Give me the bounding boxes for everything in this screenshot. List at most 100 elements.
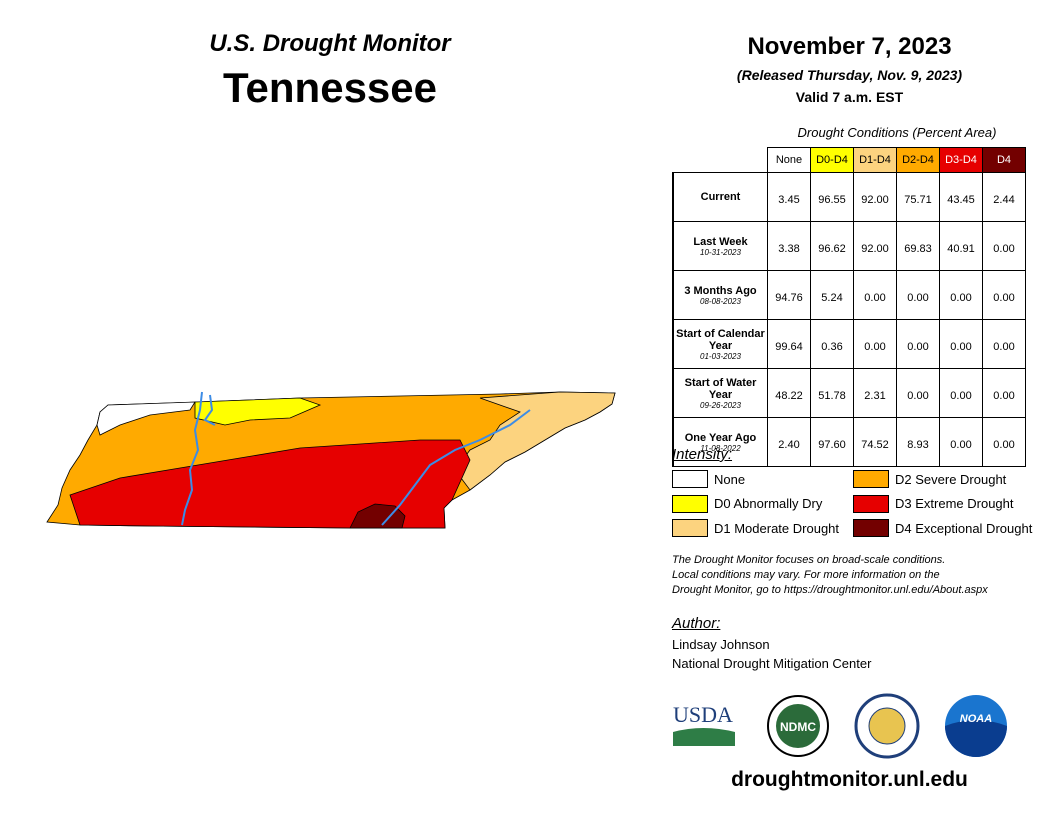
legend-label: D1 Moderate Drought xyxy=(714,520,840,536)
table-cell: 0.00 xyxy=(982,417,1026,467)
column-header: D2-D4 xyxy=(896,147,940,173)
table-cell: 0.00 xyxy=(896,270,940,320)
none-area xyxy=(96,401,196,436)
legend-item: D4 Exceptional Drought xyxy=(853,519,1032,537)
table-cell: 0.00 xyxy=(939,319,983,369)
note-line: The Drought Monitor focuses on broad-sca… xyxy=(672,554,946,566)
released: (Released Thursday, Nov. 9, 2023) xyxy=(736,67,963,83)
row-date: 08-08-2023 xyxy=(700,296,741,306)
author-org: National Drought Mitigation Center xyxy=(672,656,872,671)
usda-logo: USDA xyxy=(673,702,733,727)
valid-time: Valid 7 a.m. EST xyxy=(795,89,904,105)
table-cell: 40.91 xyxy=(939,221,983,271)
table-cell: 75.71 xyxy=(896,172,940,222)
author-title: Author: xyxy=(672,615,721,632)
table-cell: 94.76 xyxy=(767,270,811,320)
column-header: None xyxy=(767,147,811,173)
table-cell: 69.83 xyxy=(896,221,940,271)
ndmc-logo: NDMC xyxy=(780,720,816,734)
note-line: Drought Monitor, go to https://droughtmo… xyxy=(672,584,988,596)
table-cell: 99.64 xyxy=(767,319,811,369)
table-cell: 0.00 xyxy=(982,270,1026,320)
legend-swatch xyxy=(672,519,708,537)
table-cell: 0.00 xyxy=(853,319,897,369)
legend-item: D3 Extreme Drought xyxy=(853,494,1014,513)
column-header: D0-D4 xyxy=(810,147,854,173)
blank-cell xyxy=(673,147,768,173)
legend-swatch xyxy=(853,470,889,488)
row-label-text: Start of Calendar Year xyxy=(676,327,765,352)
legend-label: D3 Extreme Drought xyxy=(895,496,1014,511)
row-label: Start of Water Year 09-26-2023 xyxy=(672,368,768,418)
row-date: 09-26-2023 xyxy=(700,400,741,410)
row-label: Start of Calendar Year 01-03-2023 xyxy=(672,319,768,369)
row-label-text: Last Week xyxy=(693,235,748,248)
table-row: Current 3.45 96.55 92.00 75.71 43.45 2.44 xyxy=(672,172,1026,222)
legend-swatch xyxy=(672,494,708,513)
river xyxy=(381,409,531,526)
table-caption: Drought Conditions (Percent Area) xyxy=(797,125,997,140)
table-cell: 8.93 xyxy=(896,417,940,467)
row-label-text: Current xyxy=(700,191,741,203)
doc-seal-core xyxy=(868,707,906,745)
table-row: Last Week 10-31-2023 3.38 96.62 92.00 69.83 40… xyxy=(672,221,1026,271)
legend-label: D4 Exceptional Drought xyxy=(895,520,1033,536)
table-cell: 97.60 xyxy=(810,417,854,467)
stats-table: None D0-D4 D1-D4 D2-D4 D3-D4 D4 Current 3.45 96.… xyxy=(672,147,1026,467)
legend-item: D2 Severe Drought xyxy=(853,470,1006,488)
legend-label: D0 Abnormally Dry xyxy=(714,496,823,511)
table-row: 3 Months Ago 08-08-2023 94.76 5.24 0.00 0.00 0… xyxy=(672,270,1026,320)
usda-mark xyxy=(673,728,735,746)
table-cell: 3.38 xyxy=(767,221,811,271)
table-cell: 92.00 xyxy=(853,221,897,271)
note-line: Local conditions may vary. For more info… xyxy=(672,569,940,581)
legend-item: D0 Abnormally Dry xyxy=(672,494,823,513)
d1-area xyxy=(454,391,616,491)
logos: USDA NDMC NOAA xyxy=(673,693,1007,759)
table-cell: 43.45 xyxy=(939,172,983,222)
table-cell: 0.00 xyxy=(982,221,1026,271)
site-url: droughtmonitor.unl.edu xyxy=(731,768,968,791)
table-cell: 0.00 xyxy=(982,319,1026,369)
table-cell: 5.24 xyxy=(810,270,854,320)
table-row: Start of Water Year 09-26-2023 48.22 51.78 2… xyxy=(672,368,1026,418)
state-name: Tennessee xyxy=(223,64,437,111)
row-label-text: One Year Ago xyxy=(684,431,757,444)
noaa-logo: NOAA xyxy=(960,713,992,725)
table-cell: 0.00 xyxy=(896,368,940,418)
d0-area xyxy=(194,397,322,426)
column-header: D3-D4 xyxy=(939,147,983,173)
table-cell: 3.45 xyxy=(767,172,811,222)
row-date: 10-31-2023 xyxy=(700,247,741,257)
legend-swatch xyxy=(853,494,889,513)
table-cell: 0.00 xyxy=(939,417,983,467)
table-cell: 96.55 xyxy=(810,172,854,222)
table-cell: 51.78 xyxy=(810,368,854,418)
table-cell: 0.00 xyxy=(982,368,1026,418)
title: U.S. Drought Monitor xyxy=(209,30,451,57)
noaa-wave xyxy=(945,720,1007,757)
legend-swatch xyxy=(853,519,889,537)
river xyxy=(203,394,216,426)
table-cell: 48.22 xyxy=(767,368,811,418)
date: November 7, 2023 xyxy=(747,33,952,60)
row-label: One Year Ago 11-08-2022 xyxy=(672,417,768,467)
table-cell: 0.00 xyxy=(853,270,897,320)
table-cell: 0.00 xyxy=(939,368,983,418)
table-cell: 92.00 xyxy=(853,172,897,222)
legend-swatch xyxy=(672,470,708,488)
table-cell: 0.00 xyxy=(939,270,983,320)
table-cell: 96.62 xyxy=(810,221,854,271)
d4-area xyxy=(349,503,406,529)
legend-item: D1 Moderate Drought xyxy=(672,519,839,537)
column-header: D1-D4 xyxy=(853,147,897,173)
row-label: Last Week 10-31-2023 xyxy=(672,221,768,271)
table-cell: 74.52 xyxy=(853,417,897,467)
column-header: D4 xyxy=(982,147,1026,173)
row-label-text: Start of Water Year xyxy=(684,376,757,401)
row-label: 3 Months Ago 08-08-2023 xyxy=(672,270,768,320)
river xyxy=(181,391,203,526)
legend-item: None xyxy=(672,470,745,488)
row-label-text: 3 Months Ago xyxy=(684,284,757,297)
